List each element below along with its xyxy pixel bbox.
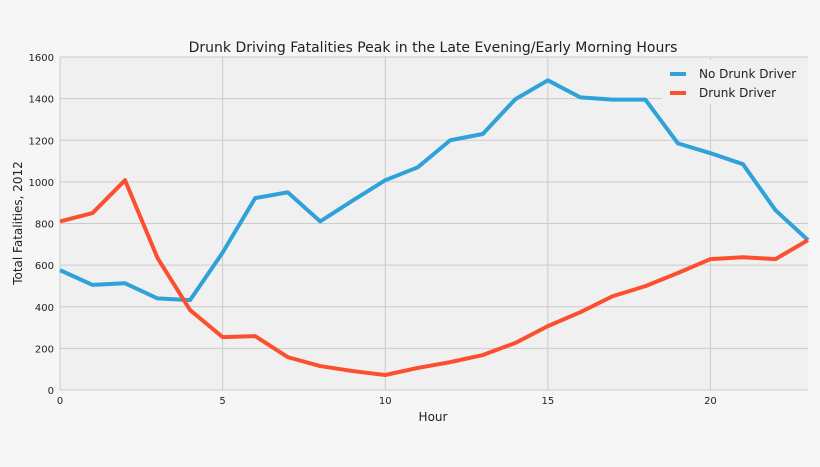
y-tick-label: 600: [35, 261, 54, 272]
series-line-drunk-driver: [59, 178, 810, 378]
legend-box: [662, 60, 808, 104]
x-tick-label: 0: [57, 396, 63, 407]
y-tick-label: 1200: [29, 136, 54, 147]
y-axis-label: Total Fatalities, 2012: [11, 161, 25, 286]
x-axis-label: Hour: [419, 410, 448, 424]
y-tick-label: 0: [48, 386, 54, 397]
y-tick-label: 1600: [29, 53, 54, 64]
y-tick-label: 800: [35, 220, 54, 231]
y-tick-label: 1400: [29, 95, 54, 106]
legend-label-drunk-driver: Drunk Driver: [699, 86, 776, 100]
y-tick-label: 1000: [29, 178, 54, 189]
x-tick-label: 5: [219, 396, 225, 407]
y-tick-label: 400: [35, 303, 54, 314]
legend: No Drunk Driver Drunk Driver: [662, 60, 808, 104]
legend-label-no-drunk-driver: No Drunk Driver: [699, 67, 796, 81]
x-tick-label: 20: [704, 396, 717, 407]
y-tick-label: 200: [35, 344, 54, 355]
x-tick-label: 10: [379, 396, 392, 407]
chart-title: Drunk Driving Fatalities Peak in the Lat…: [189, 40, 678, 56]
x-tick-label: 15: [541, 396, 554, 407]
